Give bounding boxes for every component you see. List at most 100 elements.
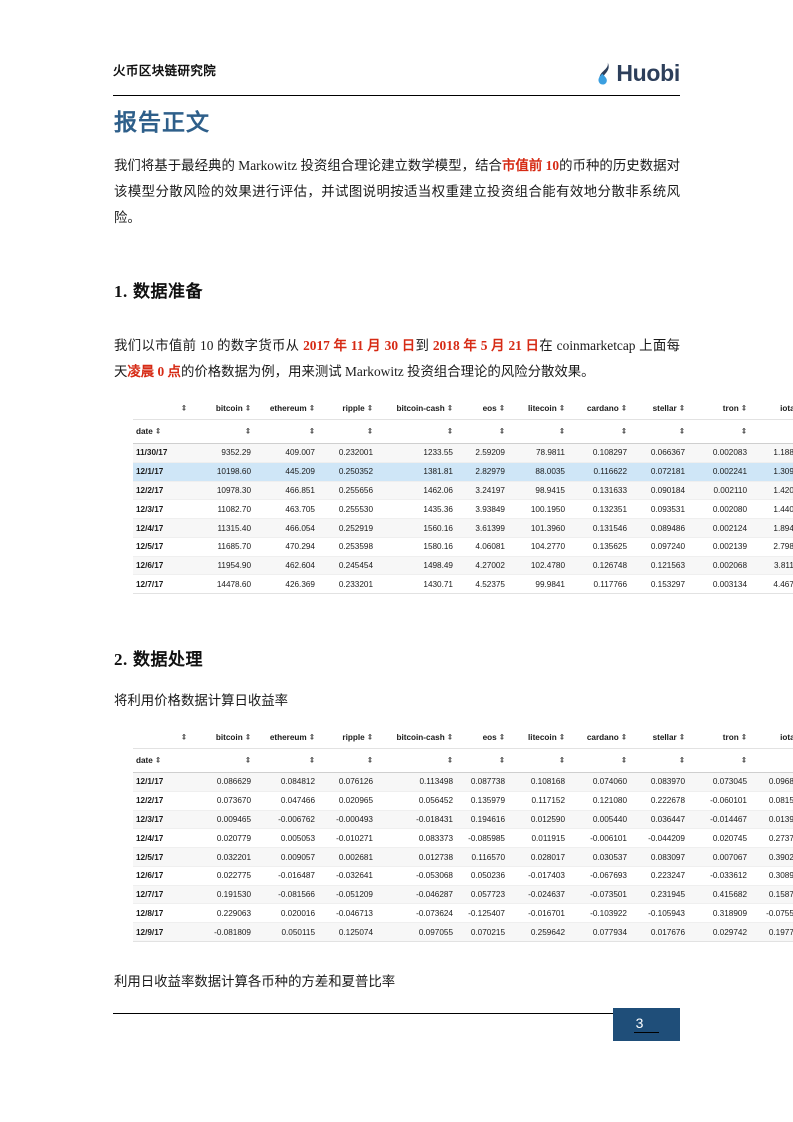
sort-icon[interactable]: ⇕ [366, 755, 373, 765]
sort-icon[interactable]: ⇕ [740, 732, 747, 742]
sort-icon[interactable]: ⇕ [498, 732, 505, 742]
column-subheader-bitcoin[interactable]: ⇕ [191, 419, 255, 444]
sort-icon[interactable]: ⇕ [740, 426, 747, 436]
sort-icon[interactable]: ⇕ [678, 755, 685, 765]
column-subheader-cardano[interactable]: ⇕ [569, 419, 631, 444]
table-row[interactable]: 12/6/17 11954.90 462.604 0.245454 1498.49 4.2… [133, 556, 793, 576]
sort-icon[interactable]: ⇕ [366, 403, 373, 413]
table-row[interactable]: 12/1/17 0.086629 0.084812 0.076126 0.113498 0… [133, 772, 793, 792]
column-header-ethereum[interactable]: ethereum ⇕ [255, 727, 319, 749]
column-subheader-eos[interactable]: ⇕ [457, 419, 509, 444]
column-subheader-iota[interactable]: ⇕ [751, 419, 793, 444]
sort-icon[interactable]: ⇕ [446, 426, 453, 436]
column-header-date[interactable]: date ⇕ [133, 419, 191, 444]
column-subheader-tron[interactable]: ⇕ [689, 748, 751, 773]
column-header-litecoin[interactable]: litecoin ⇕ [509, 727, 569, 749]
sort-icon[interactable]: ⇕ [740, 403, 747, 413]
sort-icon[interactable]: ⇕ [154, 755, 162, 765]
column-header-cardano[interactable]: cardano ⇕ [569, 398, 631, 420]
column-header-eos[interactable]: eos ⇕ [457, 727, 509, 749]
column-header-stellar[interactable]: stellar ⇕ [631, 398, 689, 420]
sort-icon[interactable]: ⇕ [498, 755, 505, 765]
sort-icon[interactable]: ⇕ [620, 755, 627, 765]
column-header-bitcoin-cash[interactable]: bitcoin-cash ⇕ [377, 727, 457, 749]
column-subheader-stellar[interactable]: ⇕ [631, 748, 689, 773]
table-row[interactable]: 12/3/17 0.009465 -0.006762 -0.000493 -0.0184… [133, 810, 793, 830]
column-subheader-bitcoin-cash[interactable]: ⇕ [377, 748, 457, 773]
column-header-ethereum[interactable]: ethereum ⇕ [255, 398, 319, 420]
column-subheader-litecoin[interactable]: ⇕ [509, 748, 569, 773]
column-subheader-iota[interactable]: ⇕ [751, 748, 793, 773]
column-header-bitcoin[interactable]: bitcoin ⇕ [191, 398, 255, 420]
sort-icon[interactable]: ⇕ [308, 732, 315, 742]
table-row[interactable]: 12/5/17 11685.70 470.294 0.253598 1580.16 4.0… [133, 537, 793, 557]
table-row[interactable]: 12/5/17 0.032201 0.009057 0.002681 0.012738 0… [133, 847, 793, 867]
sort-icon[interactable]: ⇕ [366, 732, 373, 742]
table-row[interactable]: 12/3/17 11082.70 463.705 0.255530 1435.36 3.9… [133, 499, 793, 520]
column-header-cardano[interactable]: cardano ⇕ [569, 727, 631, 749]
sort-icon[interactable]: ⇕ [740, 755, 747, 765]
column-subheader-bitcoin-cash[interactable]: ⇕ [377, 419, 457, 444]
column-header-ripple[interactable]: ripple ⇕ [319, 727, 377, 749]
sort-icon[interactable]: ⇕ [308, 403, 315, 413]
column-header-eos[interactable]: eos ⇕ [457, 398, 509, 420]
sort-icon[interactable]: ⇕ [498, 426, 505, 436]
table-row[interactable]: 12/1/17 10198.60 445.209 0.250352 1381.81 2.8… [133, 462, 793, 482]
sort-icon[interactable]: ⇕ [620, 403, 627, 413]
column-header-ripple[interactable]: ripple ⇕ [319, 398, 377, 420]
sort-icon[interactable]: ⇕ [558, 732, 565, 742]
table-row[interactable]: 11/30/17 9352.29 409.007 0.232001 1233.55 2.5… [133, 443, 793, 463]
column-subheader-ethereum[interactable]: ⇕ [255, 419, 319, 444]
sort-icon[interactable]: ⇕ [154, 426, 162, 436]
column-subheader-litecoin[interactable]: ⇕ [509, 419, 569, 444]
sort-icon[interactable]: ⇕ [498, 403, 505, 413]
column-subheader-ethereum[interactable]: ⇕ [255, 748, 319, 773]
sort-icon[interactable]: ⇕ [244, 732, 251, 742]
sort-icon[interactable]: ⇕ [244, 403, 251, 413]
sort-icon[interactable]: ⇕ [620, 732, 627, 742]
sort-icon[interactable]: ⇕ [620, 426, 627, 436]
sort-icon[interactable]: ⇕ [308, 426, 315, 436]
table-row[interactable]: 12/7/17 14478.60 426.369 0.233201 1430.71 4.5… [133, 574, 793, 595]
sort-icon[interactable]: ⇕ [446, 755, 453, 765]
table-row[interactable]: 12/9/17 -0.081809 0.050115 0.125074 0.097055… [133, 922, 793, 943]
sort-icon[interactable]: ⇕ [558, 755, 565, 765]
table-row[interactable]: 12/2/17 10978.30 466.851 0.255656 1462.06 3.2… [133, 481, 793, 501]
column-header-bitcoin-cash[interactable]: bitcoin-cash ⇕ [377, 398, 457, 420]
column-subheader-ripple[interactable]: ⇕ [319, 748, 377, 773]
sort-icon[interactable]: ⇕ [678, 426, 685, 436]
column-header-tron[interactable]: tron ⇕ [689, 398, 751, 420]
sort-icon[interactable]: ⇕ [244, 426, 251, 436]
column-header-date[interactable]: date ⇕ [133, 748, 191, 773]
column-subheader-stellar[interactable]: ⇕ [631, 419, 689, 444]
sort-icon[interactable]: ⇕ [446, 403, 453, 413]
column-header-stellar[interactable]: stellar ⇕ [631, 727, 689, 749]
table-row[interactable]: 12/7/17 0.191530 -0.081566 -0.051209 -0.0462… [133, 885, 793, 905]
column-header-iota[interactable]: iota⇕ [751, 727, 793, 749]
sort-icon[interactable]: ⇕ [678, 732, 685, 742]
column-subheader-eos[interactable]: ⇕ [457, 748, 509, 773]
table-row[interactable]: 12/4/17 0.020779 0.005053 -0.010271 0.083373… [133, 828, 793, 849]
column-subheader-ripple[interactable]: ⇕ [319, 419, 377, 444]
table-row[interactable]: 12/6/17 0.022775 -0.016487 -0.032641 -0.0530… [133, 866, 793, 886]
table-row[interactable]: 12/8/17 0.229063 0.020016 -0.046713 -0.07362… [133, 903, 793, 924]
table-row[interactable]: 12/4/17 11315.40 466.054 0.252919 1560.16 3.6… [133, 518, 793, 538]
sort-icon[interactable]: ⇕ [446, 732, 453, 742]
column-header-litecoin[interactable]: litecoin ⇕ [509, 398, 569, 420]
column-header-iota[interactable]: iota⇕ [751, 398, 793, 420]
column-subheader-cardano[interactable]: ⇕ [569, 748, 631, 773]
sort-icon[interactable]: ⇕ [308, 755, 315, 765]
sort-icon[interactable]: ⇕ [180, 732, 187, 742]
sort-icon[interactable]: ⇕ [366, 426, 373, 436]
sort-icon[interactable]: ⇕ [244, 755, 251, 765]
column-header-blank[interactable]: ⇕ [133, 398, 191, 420]
sort-icon[interactable]: ⇕ [678, 403, 685, 413]
table-row[interactable]: 12/2/17 0.073670 0.047466 0.020965 0.056452 0… [133, 791, 793, 811]
sort-icon[interactable]: ⇕ [558, 426, 565, 436]
column-header-tron[interactable]: tron ⇕ [689, 727, 751, 749]
column-header-blank[interactable]: ⇕ [133, 727, 191, 749]
column-subheader-bitcoin[interactable]: ⇕ [191, 748, 255, 773]
column-subheader-tron[interactable]: ⇕ [689, 419, 751, 444]
column-header-bitcoin[interactable]: bitcoin ⇕ [191, 727, 255, 749]
sort-icon[interactable]: ⇕ [180, 403, 187, 413]
